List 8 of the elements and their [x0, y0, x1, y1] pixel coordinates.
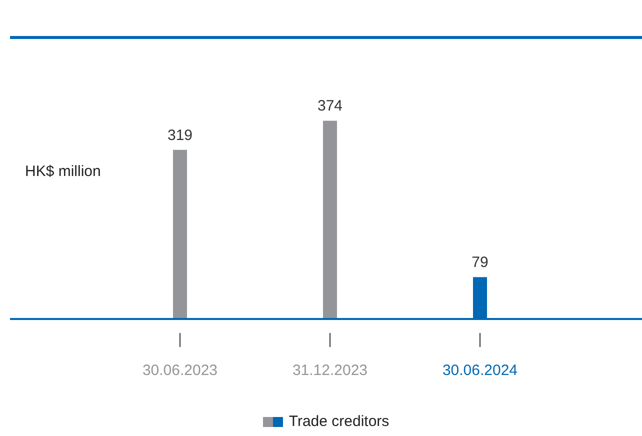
x-tick-label: 30.06.2024: [442, 362, 518, 379]
legend-label: Trade creditors: [288, 413, 390, 430]
x-tick-label: 30.06.2023: [142, 362, 218, 379]
x-tick-label: 31.12.2023: [292, 362, 368, 379]
y-axis-title: HK$ million: [25, 163, 101, 180]
data-label: 79: [472, 254, 488, 272]
data-label: 374: [317, 98, 343, 115]
data-label: 319: [167, 126, 193, 144]
